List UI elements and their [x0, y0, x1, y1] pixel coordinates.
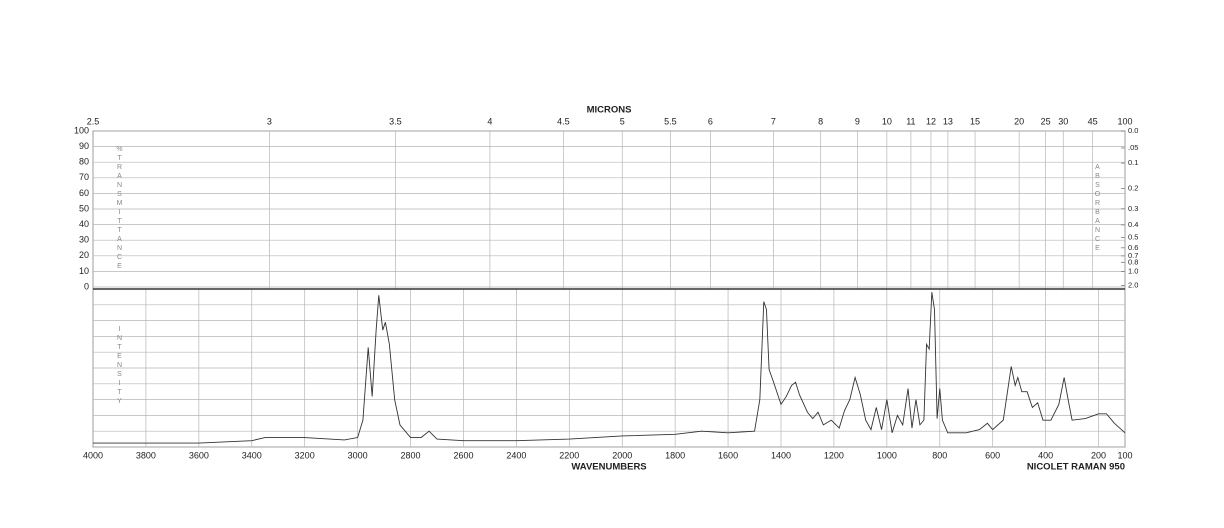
y2-axis-title: ABSORBANCE: [1094, 164, 1101, 254]
x2-tick-label: 4: [487, 116, 492, 126]
x2-tick-label: 25: [1041, 116, 1051, 126]
x-tick-label: 400: [1038, 450, 1053, 460]
y2-tick-label: 1.0: [1128, 266, 1138, 275]
x2-tick-label: 13: [943, 116, 953, 126]
x-tick-label: 600: [985, 450, 1000, 460]
x-tick-label: 3400: [242, 450, 262, 460]
y2-tick-label: 0.5: [1128, 233, 1138, 242]
x2-tick-label: 15: [970, 116, 980, 126]
x2-axis-title: MICRONS: [587, 105, 632, 116]
x2-tick-label: 30: [1058, 116, 1068, 126]
y-tick-label: 70: [79, 172, 89, 182]
x-tick-label: 100: [1117, 450, 1132, 460]
x2-tick-label: 6: [708, 116, 713, 126]
y2-tick-label: 0.0: [1128, 126, 1138, 135]
y-tick-label: 30: [79, 235, 89, 245]
y-tick-label: 80: [79, 157, 89, 167]
x2-tick-label: 4.5: [557, 116, 570, 126]
x-tick-label: 2600: [453, 450, 473, 460]
y-tick-label: 10: [79, 266, 89, 276]
x2-tick-label: 3: [267, 116, 272, 126]
x-tick-label: 1000: [877, 450, 897, 460]
x-tick-label: 1600: [718, 450, 738, 460]
x2-tick-label: 10: [882, 116, 892, 126]
x-tick-label: 800: [932, 450, 947, 460]
x-tick-label: 3200: [295, 450, 315, 460]
x-tick-label: 2000: [612, 450, 632, 460]
y-tick-label: 90: [79, 141, 89, 151]
x-tick-label: 2400: [506, 450, 526, 460]
x-tick-label: 4000: [83, 450, 103, 460]
y2-tick-label: 0.4: [1128, 220, 1138, 229]
x-tick-label: 3800: [136, 450, 156, 460]
x2-tick-label: 100: [1117, 116, 1132, 126]
instrument-label: NICOLET RAMAN 950: [1027, 462, 1125, 473]
y2-tick-label: .05: [1128, 143, 1138, 152]
y2-tick-label: 0.8: [1128, 257, 1138, 266]
x-tick-label: 2200: [559, 450, 579, 460]
x-tick-label: 2800: [401, 450, 421, 460]
x-tick-label: 1200: [824, 450, 844, 460]
x2-tick-label: 11: [906, 116, 915, 126]
y2-tick-label: 0.2: [1128, 184, 1138, 193]
y2-tick-label: 0.3: [1128, 204, 1138, 213]
y-tick-label: 0: [84, 281, 89, 291]
x-axis-title: WAVENUMBERS: [571, 462, 646, 473]
x2-tick-label: 9: [855, 116, 860, 126]
x2-tick-label: 20: [1014, 116, 1024, 126]
y-tick-label: 40: [79, 219, 89, 229]
intensity-title: INTENSITY: [116, 326, 123, 407]
y-tick-label: 60: [79, 188, 89, 198]
x2-tick-label: 5.5: [664, 116, 677, 126]
y2-tick-label: 0.6: [1128, 243, 1138, 252]
y-axis-title: %TRANSMITTANCE: [116, 146, 123, 272]
x-tick-label: 1400: [771, 450, 791, 460]
y2-tick-label: 0.7: [1128, 251, 1138, 260]
spectrum-line: [93, 292, 1126, 444]
x2-tick-label: 2.5: [87, 116, 100, 126]
x2-tick-label: 7: [771, 116, 776, 126]
x2-tick-label: 45: [1088, 116, 1098, 126]
x-tick-label: 200: [1091, 450, 1106, 460]
y-tick-label: 100: [74, 125, 89, 135]
x2-tick-label: 5: [620, 116, 625, 126]
x-tick-label: 1800: [665, 450, 685, 460]
x-tick-label: 3000: [348, 450, 368, 460]
y-tick-label: 20: [79, 250, 89, 260]
y2-tick-label: 2.0: [1128, 280, 1138, 289]
y-tick-label: 50: [79, 203, 89, 213]
x2-tick-label: 8: [818, 116, 823, 126]
x-tick-label: 3600: [189, 450, 209, 460]
x2-tick-label: 12: [926, 116, 936, 126]
y2-tick-label: 0.1: [1128, 158, 1138, 167]
x2-tick-label: 3.5: [389, 116, 402, 126]
